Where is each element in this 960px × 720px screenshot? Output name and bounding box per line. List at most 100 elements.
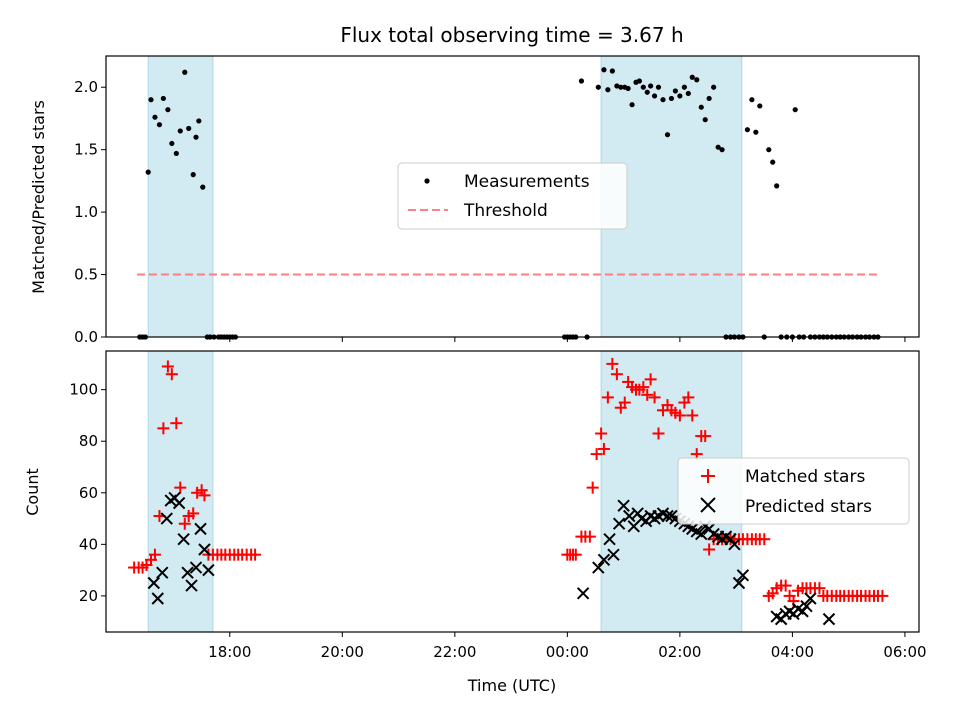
predicted-star-point [732,576,746,590]
legend-predicted-label: Predicted stars [745,497,872,517]
predicted-star-point [189,561,203,574]
measurement-point [711,84,717,90]
measurement-point [190,172,196,178]
predicted-star-point [661,509,674,523]
predicted-star-point [597,553,611,567]
x-tick-label: 22:00 [433,643,476,661]
predicted-star-point [185,579,198,592]
measurement-point [200,184,206,190]
measurement-point [681,84,687,90]
top-y-tick-label: 0.5 [74,266,98,284]
measurement-point [744,127,750,133]
top-observing-windows [147,55,743,338]
predicted-star-point [202,563,215,577]
measurement-point [702,117,708,123]
measurement-point [177,128,183,134]
bottom-y-tick-label: 20 [79,587,98,605]
measurement-point [169,140,175,147]
measurement-point [766,147,772,153]
predicted-star-point [612,517,626,530]
x-tick-label: 04:00 [771,643,814,661]
top-x-ticks [229,337,906,342]
matched-star-point [569,548,582,561]
matched-star-point [249,548,262,561]
predicted-star-point [198,543,211,556]
matched-star-point [641,388,654,401]
bottom-legend: Matched stars Predicted stars [677,457,910,525]
measurement-point [677,93,683,99]
observing-window-1 [147,55,214,338]
measurement-point [655,84,662,90]
matched-star-point [178,517,191,530]
measurement-point [651,93,658,99]
top-y-ticks: 0.0 0.5 1.0 1.5 2.0 [74,78,106,346]
measurement-point [625,85,631,92]
predicted-star-point [151,592,164,605]
predicted-star-point [607,548,620,561]
matched-star-point [174,481,187,494]
bottom-y-tick-label: 40 [79,535,98,553]
bottom-plot-frame [105,350,920,633]
matched-star-point [652,427,665,440]
x-tick-label: 18:00 [208,643,251,661]
matched-star-point [606,357,619,370]
measurement-point [193,134,199,140]
top-legend-box [397,162,628,230]
measurement-point [694,77,700,83]
top-y-tick-label: 1.5 [74,141,98,159]
predicted-star-point [695,527,708,541]
matched-star-point [601,391,614,404]
legend-measurements-label: Measurements [464,172,590,192]
matched-star-point [583,530,596,543]
matched-star-point [595,427,608,440]
x-axis-label: Time (UTC) [467,676,556,695]
bottom-legend-box [677,457,910,525]
bottom-y-ticks: 20 40 60 80 100 [69,381,106,605]
predicted-star-point [623,509,636,523]
x-tick-label: 06:00 [883,643,926,661]
bottom-panel: 20 40 60 80 100 18:00 20:00 22:00 00:00 02:00 04:… [23,350,927,695]
measurement-point [715,144,721,150]
predicted-star-point [736,569,750,582]
measurement-point [648,83,654,89]
measurement-point [664,132,671,138]
matched-star-point [610,368,623,381]
matched-star-point [187,507,200,520]
predicted-star-point [603,532,616,546]
measurement-point [757,103,763,109]
chart-title: Flux total observing time = 3.67 h [340,23,683,47]
measurement-point [636,78,642,84]
measurement-point [160,95,166,102]
predicted-star-point [822,612,836,626]
top-y-axis-label: Matched/Predicted stars [29,100,48,294]
top-y-tick-label: 0.0 [74,328,98,346]
matched-star-point [637,381,650,394]
measurement-point [774,183,780,189]
matched-star-point [682,391,695,404]
matched-star-point [198,489,211,502]
measurement-point [595,84,601,90]
matched-star-point [813,582,826,595]
measurement-point [792,107,798,113]
legend-threshold-label: Threshold [463,201,548,221]
top-legend: Measurements Threshold [397,162,628,230]
matched-star-point [165,368,178,381]
measurement-point [173,150,179,157]
matched-star-point [195,484,208,497]
x-tick-label: 00:00 [546,643,589,661]
measurement-point [753,129,759,135]
measurement-point [578,78,585,84]
matched-star-point [170,417,183,430]
bottom-y-tick-label: 60 [79,484,98,502]
legend-measurements-marker [424,178,430,184]
top-y-tick-label: 2.0 [74,78,98,96]
measurement-point [685,90,691,97]
predicted-star-point [617,499,630,512]
matched-star-point [148,548,161,561]
predicted-star-point [592,561,605,574]
predicted-star-point [800,600,813,613]
matched-stars-points [128,357,889,608]
matched-star-point [590,448,603,461]
